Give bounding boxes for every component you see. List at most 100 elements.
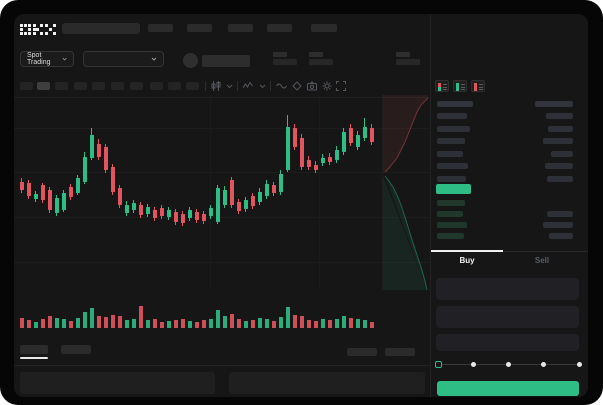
- ask-amount-placeholder: [548, 126, 573, 132]
- fullscreen-icon[interactable]: [336, 81, 347, 92]
- orderbook-header-amount: [535, 101, 573, 107]
- nav-item-5[interactable]: [311, 24, 337, 32]
- orderbook-view-both-icon[interactable]: [435, 80, 449, 92]
- draw-tool-icon[interactable]: [292, 81, 303, 92]
- volume-bar: [251, 320, 255, 328]
- nav-item-4[interactable]: [267, 24, 292, 32]
- volume-bar: [286, 307, 290, 328]
- ask-amount-placeholder: [543, 138, 573, 144]
- volume-bar: [118, 316, 122, 328]
- candle-body: [174, 212, 178, 222]
- screenshot-camera-icon[interactable]: [307, 81, 318, 92]
- timeframe-button-7[interactable]: [130, 82, 143, 90]
- volume-bar: [34, 322, 38, 328]
- slider-stop[interactable]: [470, 362, 476, 367]
- chevron-down-icon[interactable]: [226, 84, 237, 95]
- chevron-down-icon: [151, 57, 157, 61]
- indicators-icon[interactable]: [243, 81, 254, 92]
- orders-table-placeholder: [20, 372, 215, 394]
- bottom-action-2[interactable]: [385, 348, 415, 356]
- bid-price-placeholder[interactable]: [437, 211, 463, 217]
- nav-item-2[interactable]: [187, 24, 212, 32]
- timeframe-button-2[interactable]: [37, 82, 50, 90]
- ask-amount-placeholder: [545, 163, 573, 169]
- orderbook-view-asks-icon[interactable]: [471, 80, 485, 92]
- volume-bar: [223, 316, 227, 328]
- timeframe-button-9[interactable]: [168, 82, 181, 90]
- volume-bar: [97, 316, 101, 328]
- pair-selector[interactable]: [83, 51, 164, 67]
- okx-logo[interactable]: [20, 24, 56, 35]
- ask-price-placeholder[interactable]: [437, 126, 470, 132]
- last-price-highlight[interactable]: [436, 184, 471, 194]
- timeframe-button-5[interactable]: [92, 82, 105, 90]
- ask-price-placeholder[interactable]: [437, 176, 466, 182]
- candle-body: [76, 178, 80, 193]
- gridline-h: [14, 262, 430, 263]
- chevron-down-icon[interactable]: [259, 84, 270, 95]
- buy-tab-active-indicator: [431, 250, 503, 252]
- market-type-selector[interactable]: Spot Trading: [20, 51, 74, 67]
- amount-input[interactable]: [436, 306, 579, 328]
- timeframe-button-8[interactable]: [150, 82, 163, 90]
- slider-handle[interactable]: [434, 361, 442, 368]
- candle-body: [48, 190, 52, 210]
- volume-bar: [83, 312, 87, 328]
- price-input[interactable]: [436, 278, 579, 300]
- tab-buy[interactable]: Buy: [459, 256, 475, 265]
- timeframe-button-3[interactable]: [55, 82, 68, 90]
- candle-body: [41, 185, 45, 200]
- line-overlay-icon[interactable]: [276, 81, 287, 92]
- timeframe-button-4[interactable]: [74, 82, 87, 90]
- ask-price-placeholder[interactable]: [437, 163, 468, 169]
- timeframe-button-6[interactable]: [111, 82, 124, 90]
- candle-style-icon[interactable]: [211, 81, 222, 92]
- total-input[interactable]: [436, 334, 579, 351]
- candle-body: [265, 184, 269, 196]
- stat-value-1: [273, 59, 297, 65]
- bottom-tab-active-indicator: [20, 357, 48, 359]
- chart-settings-icon[interactable]: [322, 81, 333, 92]
- search-input[interactable]: [62, 23, 140, 34]
- volume-bar: [146, 320, 150, 328]
- bid-price-placeholder[interactable]: [437, 200, 465, 206]
- slider-stop[interactable]: [576, 362, 582, 367]
- bid-price-placeholder[interactable]: [437, 222, 467, 228]
- candle-body: [118, 188, 122, 205]
- slider-stop[interactable]: [506, 362, 511, 367]
- candle-body: [34, 194, 38, 199]
- candle-body: [153, 210, 157, 218]
- timeframe-button-1[interactable]: [20, 82, 33, 90]
- buy-submit-button[interactable]: [437, 381, 579, 396]
- tab-sell[interactable]: Sell: [534, 256, 550, 265]
- orderbook-view-bids-icon[interactable]: [453, 80, 467, 92]
- ask-price-placeholder[interactable]: [437, 113, 467, 119]
- slider-stop[interactable]: [541, 362, 547, 367]
- volume-bar: [328, 320, 332, 328]
- timeframe-button-10[interactable]: [186, 82, 199, 90]
- candlestick-chart[interactable]: [14, 95, 430, 330]
- candle-body: [209, 208, 213, 216]
- ask-price-placeholder[interactable]: [437, 151, 463, 157]
- candle-body: [335, 150, 339, 160]
- candle-body: [104, 147, 108, 170]
- candle-body: [125, 205, 129, 213]
- stat-value-3: [396, 59, 420, 65]
- volume-bar: [314, 321, 318, 328]
- candle-body: [279, 174, 283, 192]
- candle-body: [97, 144, 101, 157]
- nav-item-1[interactable]: [148, 24, 173, 32]
- bottom-tab-orders[interactable]: [20, 345, 48, 354]
- nav-item-3[interactable]: [228, 24, 253, 32]
- candle-body: [272, 185, 276, 193]
- bottom-tab-history[interactable]: [61, 345, 91, 354]
- bid-price-placeholder[interactable]: [437, 233, 464, 239]
- bottom-action-1[interactable]: [347, 348, 377, 356]
- ask-price-placeholder[interactable]: [437, 138, 465, 144]
- volume-bar: [188, 321, 192, 328]
- volume-bar: [55, 318, 59, 328]
- volume-bar: [265, 319, 269, 328]
- candle-body: [230, 180, 234, 205]
- volume-bar: [363, 320, 367, 328]
- gridline-h: [14, 128, 430, 129]
